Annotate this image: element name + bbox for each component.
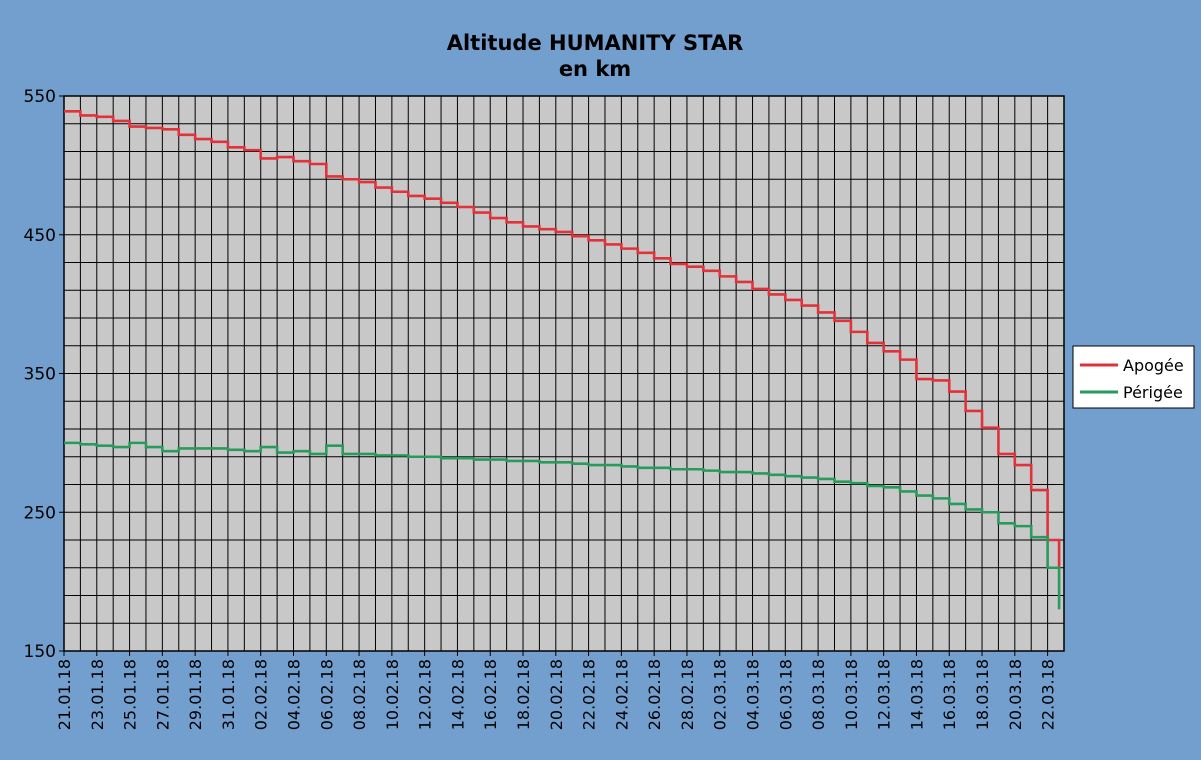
x-tick-label: 04.03.18 (744, 659, 763, 730)
x-tick-label: 21.01.18 (55, 659, 74, 730)
x-tick-label: 06.03.18 (776, 659, 795, 730)
x-tick-label: 16.02.18 (481, 659, 500, 730)
series-line-apogee (64, 109, 1061, 568)
x-tick-label: 08.02.18 (350, 659, 369, 730)
y-tick-label: 350 (24, 365, 56, 385)
x-tick-label: 25.01.18 (121, 659, 140, 730)
x-tick-label: 20.03.18 (1006, 659, 1025, 730)
x-tick-label: 10.03.18 (842, 659, 861, 730)
chart-subtitle: en km (559, 57, 631, 81)
legend: Apogée Périgée (1072, 345, 1195, 409)
x-tick-label: 27.01.18 (153, 659, 172, 730)
x-tick-label: 10.02.18 (383, 659, 402, 730)
x-tick-label: 18.03.18 (973, 659, 992, 730)
y-tick-label: 250 (24, 503, 56, 523)
x-tick-label: 23.01.18 (88, 659, 107, 730)
x-tick-label: 16.03.18 (940, 659, 959, 730)
x-tick-label: 20.02.18 (547, 659, 566, 730)
x-tick-label: 12.02.18 (416, 659, 435, 730)
series-line-perigee (64, 441, 1061, 610)
x-tick-label: 24.02.18 (612, 659, 631, 730)
x-tick-label: 06.02.18 (317, 659, 336, 730)
x-tick-label: 22.03.18 (1039, 659, 1058, 730)
grid-layer (63, 95, 1065, 652)
x-tick-label: 31.01.18 (219, 659, 238, 730)
series-layer (63, 109, 1061, 610)
x-tick-label: 18.02.18 (514, 659, 533, 730)
y-tick-label: 550 (24, 87, 56, 107)
chart-title: Altitude HUMANITY STAR (447, 31, 744, 55)
legend-box (1072, 345, 1195, 409)
x-tick-label: 28.02.18 (678, 659, 697, 730)
x-tick-label: 26.02.18 (645, 659, 664, 730)
x-tick-label: 29.01.18 (186, 659, 205, 730)
y-tick-label: 450 (24, 226, 56, 246)
x-tick-label: 12.03.18 (875, 659, 894, 730)
legend-label-perigee: Périgée (1123, 383, 1183, 402)
x-tick-label: 02.03.18 (711, 659, 730, 730)
legend-label-apogee: Apogée (1123, 356, 1184, 375)
y-tick-label: 150 (24, 642, 56, 662)
x-tick-label: 22.02.18 (580, 659, 599, 730)
x-tick-label: 14.03.18 (907, 659, 926, 730)
x-tick-label: 04.02.18 (285, 659, 304, 730)
x-tick-label: 08.03.18 (809, 659, 828, 730)
x-tick-label: 02.02.18 (252, 659, 271, 730)
x-tick-label: 14.02.18 (448, 659, 467, 730)
